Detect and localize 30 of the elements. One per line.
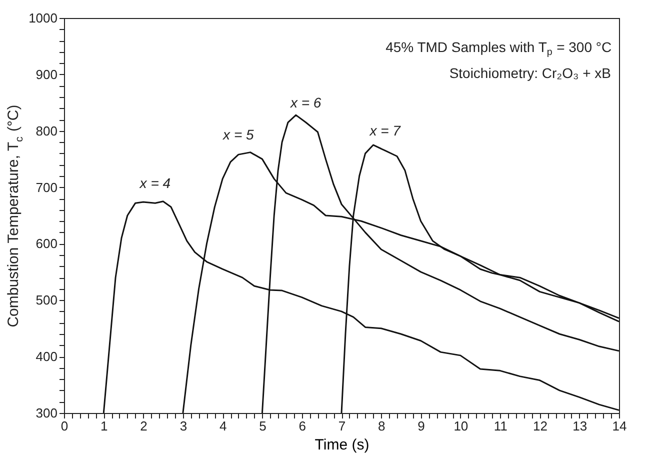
x-tick-label: 12	[532, 418, 548, 434]
x-tick-label: 8	[378, 418, 386, 434]
x-tick-label: 13	[572, 418, 588, 434]
x-tick-label: 4	[219, 418, 227, 434]
x-tick-label: 10	[454, 418, 468, 434]
y-tick-label: 600	[36, 236, 58, 252]
annotation: x = 4	[138, 175, 171, 192]
annotation: Stoichiometry: Cr₂O₃ + xB	[449, 65, 611, 81]
x-tick-label: 5	[259, 418, 266, 434]
y-tick-label: 500	[36, 292, 58, 308]
x-tick-label: 14	[612, 418, 627, 434]
y-tick-label: 900	[36, 66, 58, 82]
x-tick-label: 2	[140, 418, 148, 434]
x-tick-label: 1	[100, 418, 108, 434]
x-tick-label: 11	[494, 418, 508, 434]
y-axis-title: Combustion Temperature, Tc (°C)	[5, 104, 26, 328]
annotation: x = 7	[368, 122, 402, 139]
y-tick-label: 1000	[28, 10, 58, 26]
x-axis-title: Time (s)	[314, 436, 370, 454]
x-tick-label: 9	[418, 418, 425, 434]
x-tick-label: 6	[298, 418, 306, 434]
x-tick-label: 7	[338, 418, 346, 434]
x-tick-label: 3	[180, 418, 188, 434]
y-tick-label: 400	[36, 349, 58, 364]
x-tick-label: 0	[60, 418, 68, 434]
y-tick-label: 700	[36, 180, 58, 195]
y-tick-label: 300	[36, 406, 58, 420]
annotation: x = 5	[222, 126, 254, 143]
y-tick-label: 800	[36, 123, 58, 138]
annotation: x = 6	[289, 94, 322, 110]
